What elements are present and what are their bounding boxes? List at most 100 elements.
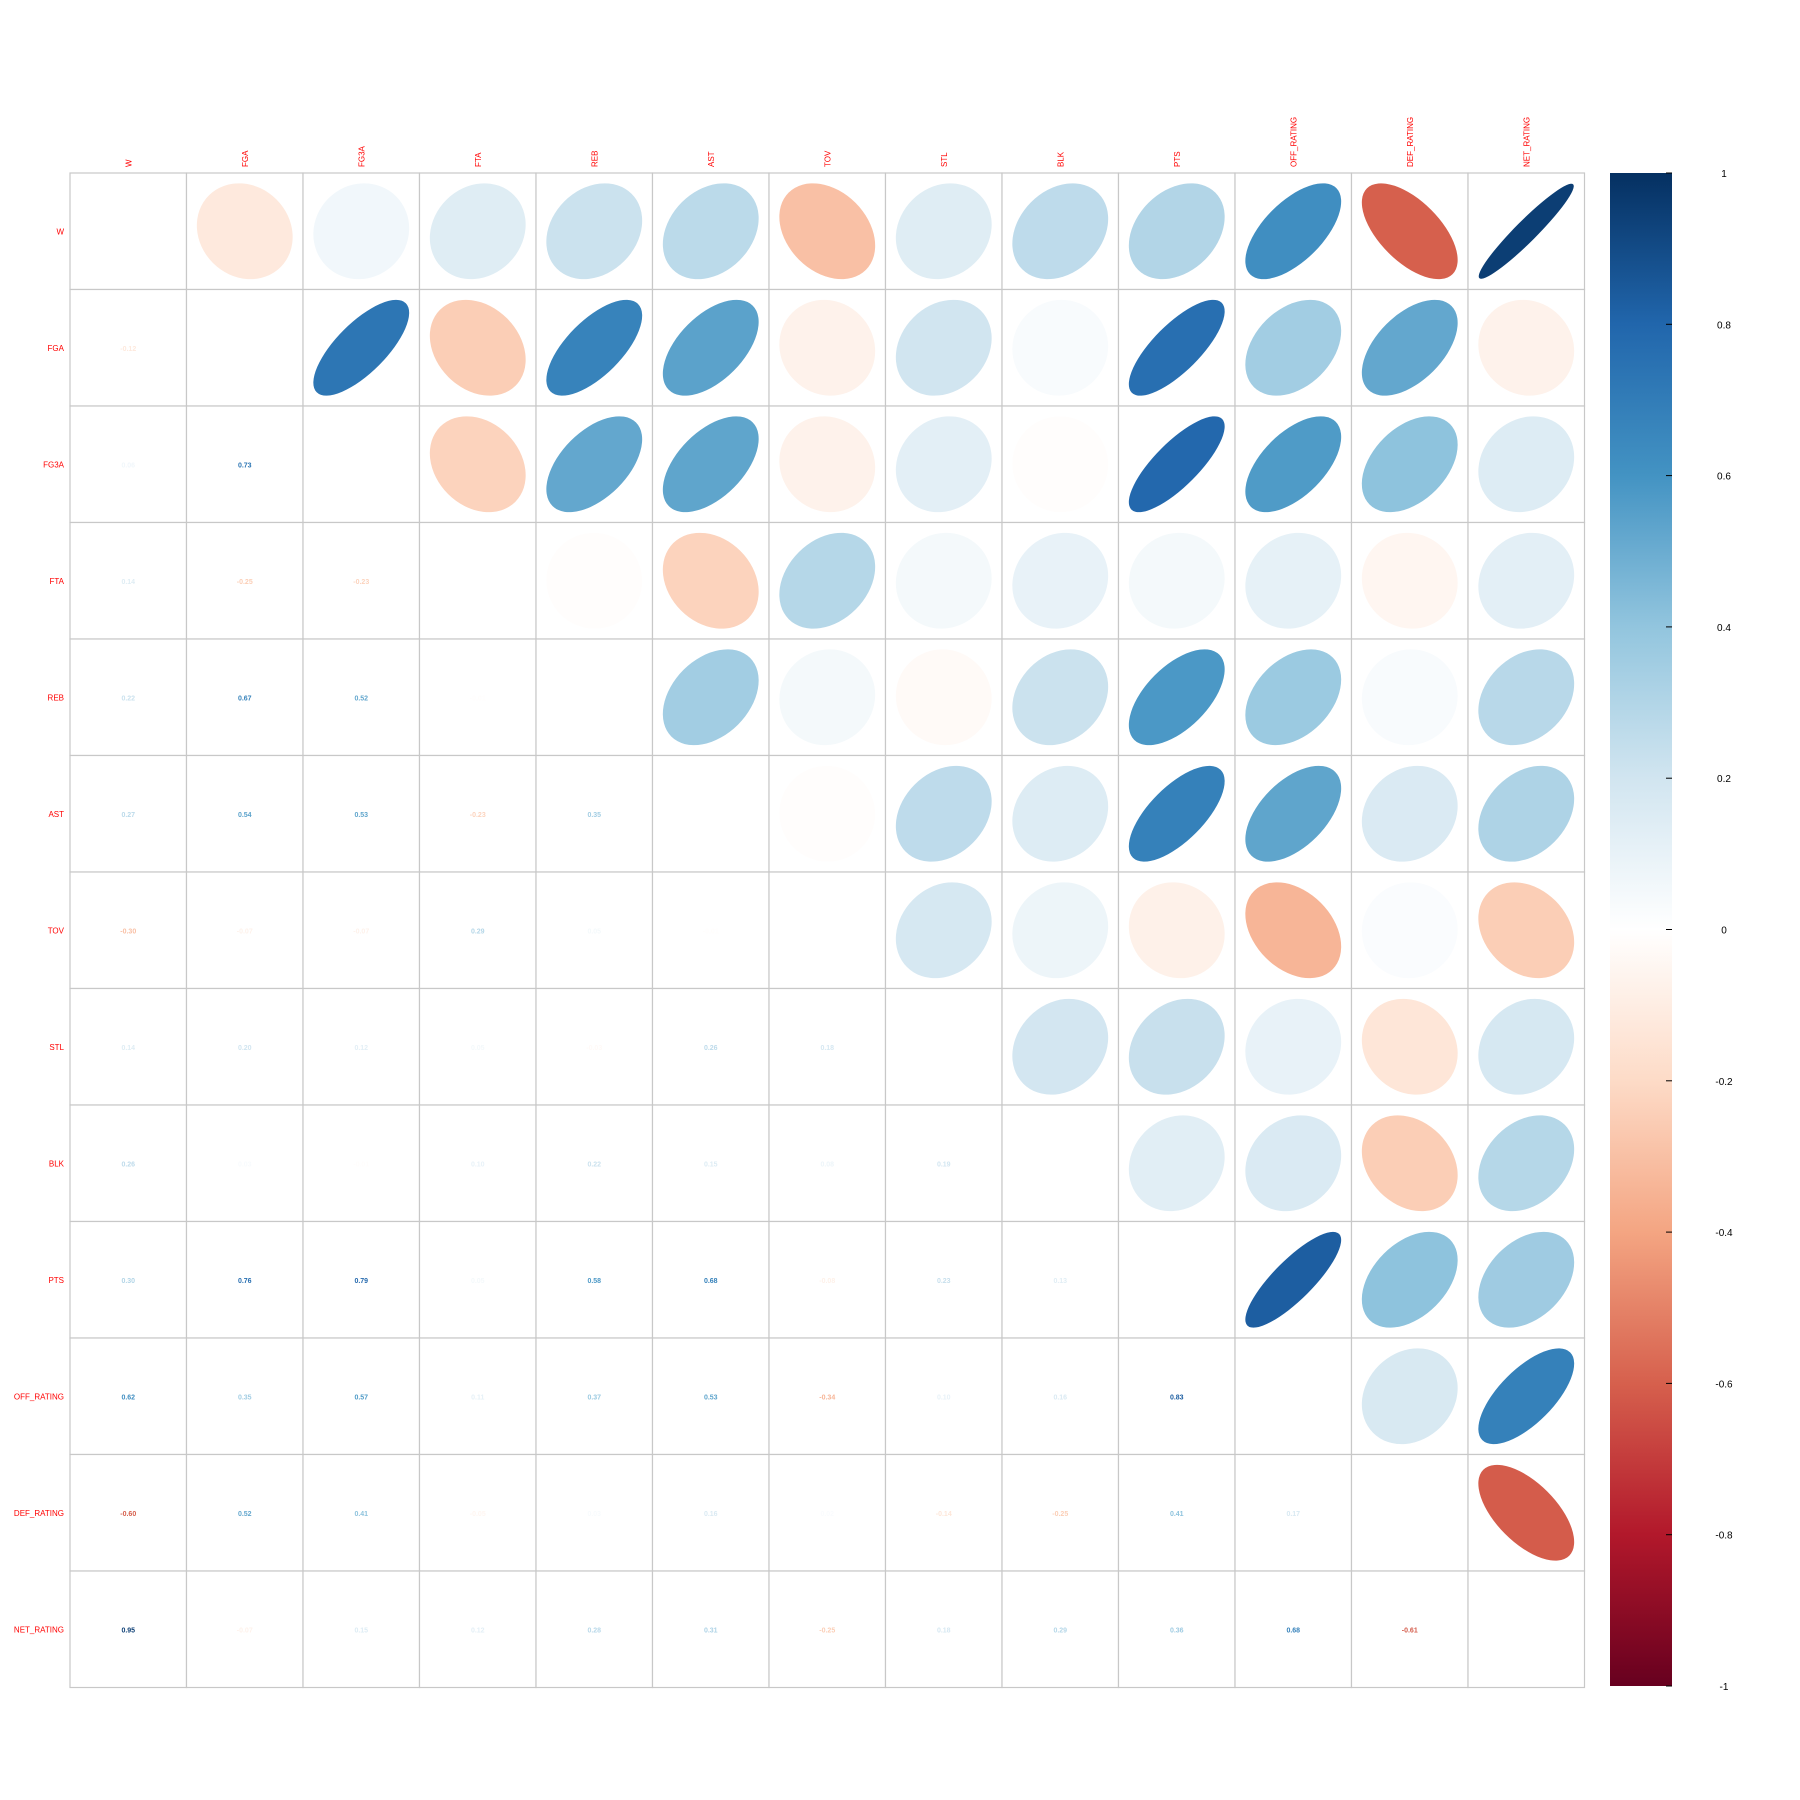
grid-cell [884, 1337, 1003, 1456]
correlation-ellipse [1478, 649, 1575, 746]
correlation-ellipse [1012, 882, 1109, 979]
correlation-value: 0.03 [238, 1161, 252, 1168]
row-label: REB [48, 693, 64, 702]
grid-cell [651, 871, 770, 990]
grid-cell [535, 1220, 654, 1339]
grid-cell [1117, 1453, 1236, 1572]
correlation-ellipse [1361, 1348, 1458, 1445]
correlation-value: 0.23 [937, 1278, 951, 1285]
grid-cell [69, 1104, 188, 1223]
correlation-ellipse [1478, 183, 1574, 279]
correlation-value: 0.19 [937, 1161, 951, 1168]
colorbar-tick-label: 0.6 [1717, 472, 1731, 483]
correlation-ellipse [779, 299, 876, 396]
correlation-ellipse [1245, 532, 1342, 629]
correlation-value: -0.34 [819, 1394, 835, 1401]
correlation-value: 0.30 [121, 1278, 135, 1285]
grid-cell [302, 871, 421, 990]
grid-cell [185, 638, 304, 757]
correlation-value: 0.12 [471, 1627, 485, 1634]
correlation-ellipse [1478, 1464, 1575, 1561]
correlation-value: 0.14 [121, 579, 135, 586]
grid-cell [418, 521, 537, 640]
column-labels: W FGA FG3A FTA REB AST TOV STL BLK PTS OFF_RATING D… [124, 117, 1531, 167]
grid-cell [185, 1570, 304, 1689]
correlation-value: 0.10 [471, 1161, 485, 1168]
correlation-value: 0.35 [587, 812, 601, 819]
correlation-ellipse [1245, 882, 1342, 979]
correlation-ellipse [313, 299, 410, 396]
cell-layer [69, 172, 1586, 1689]
correlation-ellipse [1128, 416, 1225, 513]
grid-cell [651, 754, 770, 873]
colorbar-tick-label: -0.4 [1715, 1228, 1733, 1239]
correlation-ellipse [779, 532, 876, 629]
grid-cell [69, 405, 188, 524]
glyph-layer: -0.12 0.06 0.73 0.14 -0.25 -0.23 0.22 0.67 0.52 -… [120, 183, 1575, 1634]
correlation-value: 0.53 [354, 812, 368, 819]
correlation-ellipse [662, 416, 759, 513]
grid-cell [1001, 1104, 1120, 1223]
row-label: AST [48, 810, 64, 819]
correlation-ellipse [1128, 882, 1225, 979]
correlation-ellipse [1245, 1115, 1342, 1212]
row-label: OFF_RATING [14, 1392, 64, 1401]
grid-cell [535, 1337, 654, 1456]
correlation-value: 0.52 [238, 1511, 252, 1518]
correlation-value: -0.61 [1402, 1627, 1418, 1634]
column-label: STL [940, 152, 949, 167]
correlation-ellipse [1478, 416, 1575, 513]
grid-cell [418, 754, 537, 873]
correlation-ellipse [1478, 299, 1575, 396]
correlation-ellipse [1361, 1115, 1458, 1212]
grid-cell [1001, 1453, 1120, 1572]
correlation-value: -0.01 [353, 1161, 369, 1168]
correlation-value: -0.14 [936, 1511, 952, 1518]
grid-cell [185, 1220, 304, 1339]
grid-cell [884, 1570, 1003, 1689]
correlation-value: 0.05 [587, 928, 601, 935]
grid-cell [302, 987, 421, 1106]
correlation-ellipse [1361, 1231, 1458, 1328]
correlation-value: 0.95 [121, 1627, 135, 1634]
correlation-ellipse [1361, 183, 1458, 280]
correlation-value: 0.76 [238, 1278, 252, 1285]
correlation-value: -0.23 [470, 812, 486, 819]
grid-cell [418, 987, 537, 1106]
grid-cell [1467, 1570, 1586, 1689]
correlation-value: -0.07 [237, 928, 253, 935]
row-label: FGA [48, 344, 65, 353]
grid-cell [768, 1453, 887, 1572]
correlation-value: 0.17 [1286, 1511, 1300, 1518]
grid-cell [1234, 1570, 1353, 1689]
correlation-value: 0.06 [121, 462, 135, 469]
correlation-value: 0.28 [587, 1627, 601, 1634]
correlation-ellipse [1128, 649, 1225, 746]
correlation-ellipse [546, 416, 643, 513]
correlation-value: 0.22 [121, 695, 135, 702]
correlation-ellipse [895, 765, 992, 862]
grid-cell [884, 1104, 1003, 1223]
correlation-value: 0.73 [238, 462, 252, 469]
correlation-value: -0.03 [586, 1045, 602, 1052]
correlation-value: 0.18 [937, 1627, 951, 1634]
row-label: STL [49, 1043, 64, 1052]
correlation-ellipse [429, 299, 526, 396]
grid-cell [69, 754, 188, 873]
correlation-value: -0.01 [470, 695, 486, 702]
grid-cell [1001, 1337, 1120, 1456]
correlation-ellipse [1245, 183, 1342, 280]
correlation-value: 0.26 [121, 1161, 135, 1168]
correlation-ellipse [1245, 765, 1342, 862]
correlation-ellipse [1361, 532, 1458, 629]
grid-cell [69, 1570, 188, 1689]
correlation-ellipse [1128, 183, 1225, 280]
correlation-ellipse [1245, 1231, 1342, 1328]
grid-cell [185, 1337, 304, 1456]
correlation-ellipse [196, 183, 293, 280]
correlation-value: -0.07 [353, 928, 369, 935]
correlation-value: 0.05 [471, 1045, 485, 1052]
correlation-value: -0.25 [819, 1627, 835, 1634]
correlation-value: 0.54 [238, 812, 252, 819]
row-labels: W FGA FG3A FTA REB AST TOV STL BLK PTS OFF_RATING D… [14, 227, 65, 1634]
